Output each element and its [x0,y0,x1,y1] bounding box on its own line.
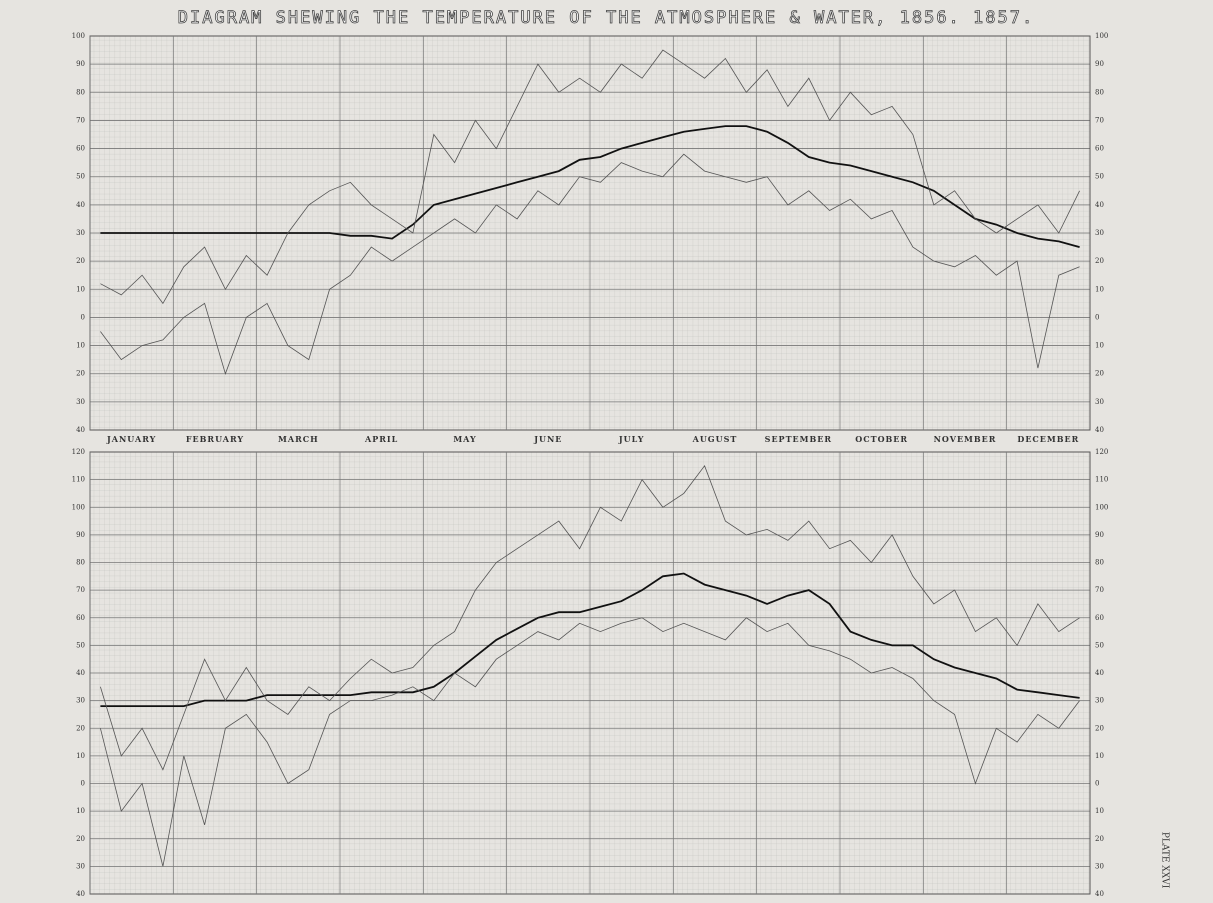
series-line [100,125,1080,248]
y-tick-label: 60 [76,614,85,622]
y-tick-label: 10 [1095,752,1104,760]
y-tick-label: 20 [76,724,85,732]
y-tick-label: 60 [76,145,85,153]
y-tick-label: 80 [1095,559,1104,567]
y-tick-label: 90 [1095,531,1104,539]
y-tick-label: 0 [81,313,85,321]
y-tick-label: 30 [76,398,85,406]
y-tick-label: 0 [81,780,85,788]
y-tick-label: 20 [1095,370,1104,378]
y-tick-label: 80 [76,559,85,567]
series-line [100,153,1080,375]
y-tick-label: 20 [1095,724,1104,732]
month-label: MAY [453,434,476,444]
y-tick-label: 50 [76,641,85,649]
series-line [100,572,1080,707]
y-tick-label: 40 [1095,201,1104,209]
month-label: NOVEMBER [934,434,997,444]
series-line [100,464,1080,771]
y-tick-label: 20 [1095,835,1104,843]
month-label: AUGUST [692,434,738,444]
y-tick-label: 20 [76,257,85,265]
y-tick-label: 10 [76,342,85,350]
month-label: DECEMBER [1017,434,1079,444]
y-tick-label: 100 [72,32,85,40]
y-tick-label: 30 [1095,862,1104,870]
y-tick-label: 20 [76,835,85,843]
y-tick-label: 0 [1095,780,1099,788]
month-label: JANUARY [106,434,156,444]
series-line [100,617,1080,867]
y-tick-label: 50 [1095,641,1104,649]
month-label: APRIL [364,434,398,444]
y-tick-label: 110 [1095,476,1108,484]
y-tick-label: 0 [1095,313,1099,321]
y-tick-label: 20 [76,370,85,378]
y-tick-label: 50 [76,173,85,181]
y-tick-label: 10 [1095,285,1104,293]
y-tick-label: 40 [1095,426,1104,434]
y-tick-label: 40 [1095,890,1104,898]
y-tick-label: 30 [76,229,85,237]
y-tick-label: 70 [1095,116,1104,124]
y-tick-label: 120 [72,448,85,456]
y-tick-label: 100 [1095,32,1108,40]
y-tick-label: 30 [76,862,85,870]
y-tick-label: 90 [76,60,85,68]
y-tick-label: 80 [76,88,85,96]
y-tick-label: 30 [1095,398,1104,406]
y-tick-label: 60 [1095,145,1104,153]
y-tick-label: 60 [1095,614,1104,622]
y-tick-label: 30 [1095,697,1104,705]
y-tick-label: 10 [1095,342,1104,350]
y-tick-label: 70 [76,116,85,124]
y-tick-label: 40 [1095,669,1104,677]
y-tick-label: 20 [1095,257,1104,265]
month-label: SEPTEMBER [765,434,832,444]
chart-title: DIAGRAM SHEWING THE TEMPERATURE OF THE A… [178,8,1034,28]
y-tick-label: 80 [1095,88,1104,96]
y-tick-label: 10 [76,285,85,293]
y-tick-label: 100 [1095,503,1108,511]
y-tick-label: 10 [76,807,85,815]
y-tick-label: 70 [1095,586,1104,594]
month-label: JULY [618,434,645,444]
y-tick-label: 120 [1095,448,1108,456]
y-tick-label: 10 [1095,807,1104,815]
y-tick-label: 30 [1095,229,1104,237]
y-tick-label: 90 [76,531,85,539]
y-tick-label: 30 [76,697,85,705]
y-tick-label: 70 [76,586,85,594]
month-label: FEBRUARY [186,434,244,444]
month-label: JUNE [533,434,562,444]
y-tick-label: 40 [76,426,85,434]
y-tick-label: 10 [76,752,85,760]
y-tick-label: 90 [1095,60,1104,68]
y-tick-label: 110 [72,476,85,484]
y-tick-label: 40 [76,669,85,677]
month-label: OCTOBER [855,434,908,444]
y-tick-label: 50 [1095,173,1104,181]
y-tick-label: 40 [76,890,85,898]
month-strip [90,430,1090,450]
y-tick-label: 40 [76,201,85,209]
month-label: MARCH [278,434,319,444]
series-line [100,49,1080,305]
y-tick-label: 100 [72,503,85,511]
plate-label: PLATE XXVI [1160,832,1170,889]
